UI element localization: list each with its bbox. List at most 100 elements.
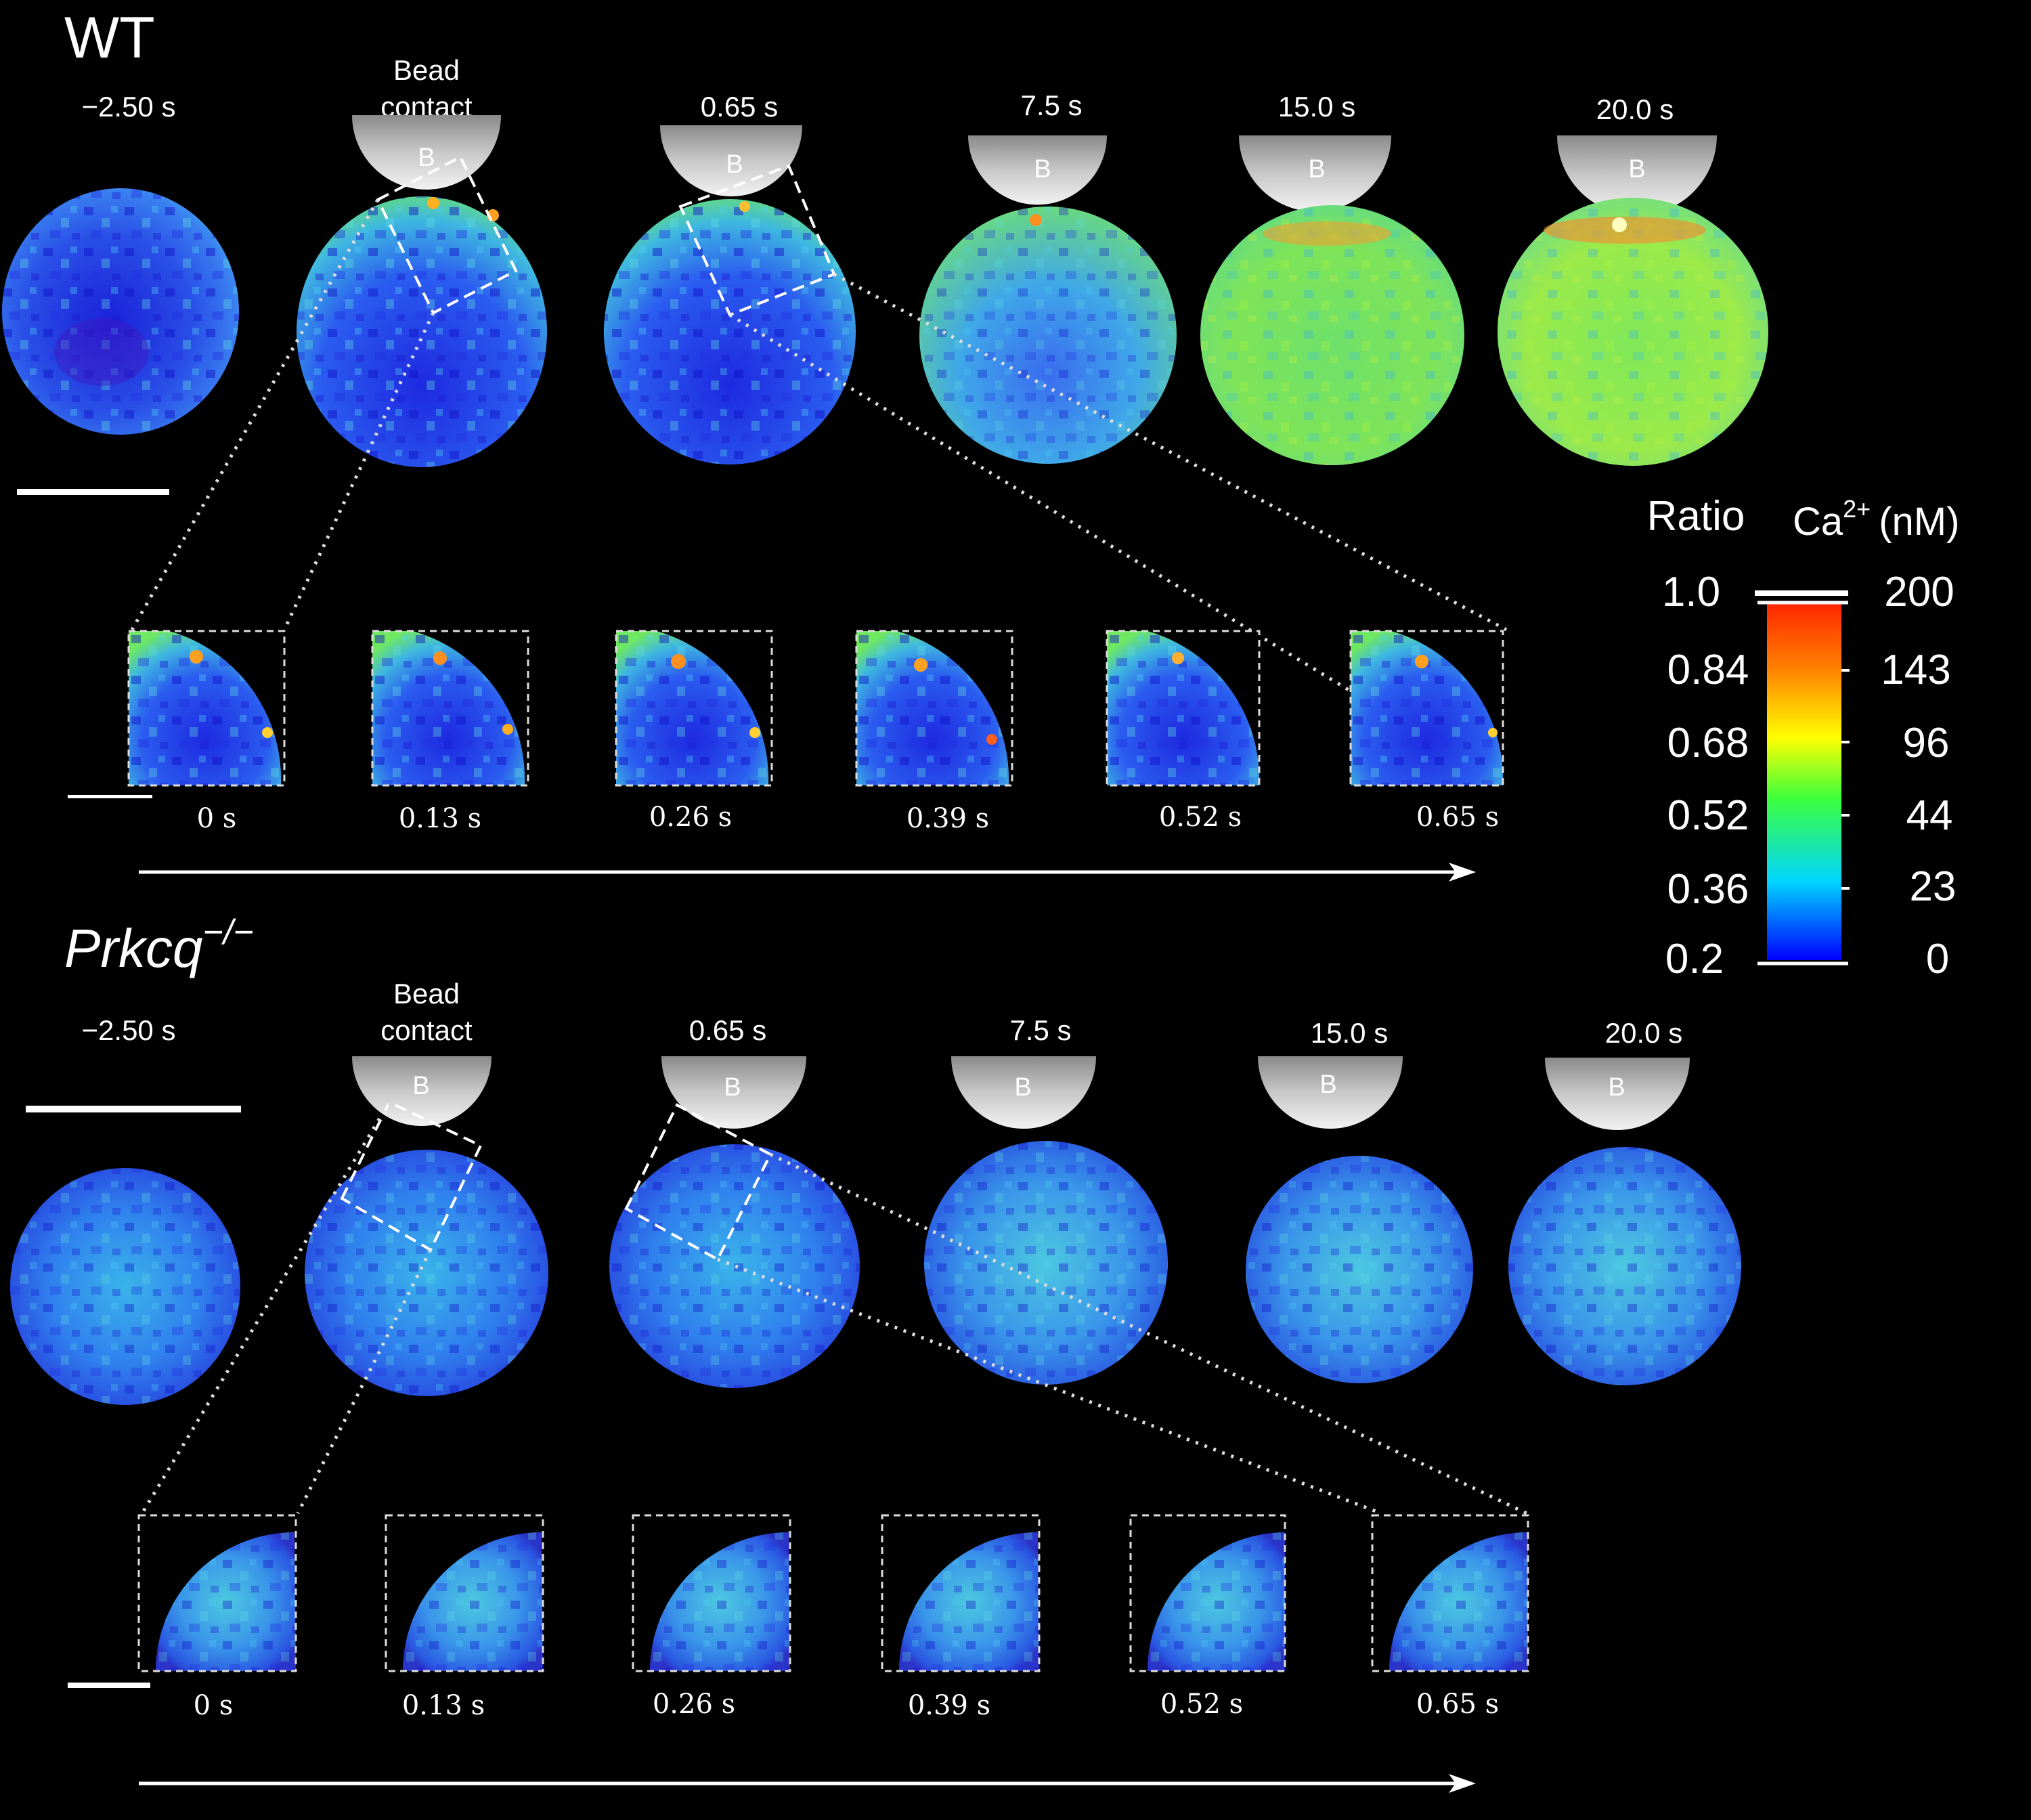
colorbar-legend: Ratio Ca2+ (nM) 1.0 0.84 0.68 0.52 0.36 0… [1647,493,1960,982]
bead: B [352,115,501,190]
zoom-tile [1371,1514,1529,1672]
ca-tick: 143 [1881,647,1950,693]
roi-box [376,155,518,315]
bead: B [352,1056,492,1126]
ratio-tick: 0.2 [1665,936,1724,982]
zoom-time-label: 0.13 s [402,1690,485,1721]
ratio-tick: 0.68 [1667,720,1749,766]
zoom-guide-line [140,1101,391,1515]
ratio-tick: 1.0 [1662,569,1720,615]
zoom-time-label: 0.65 s [1416,1689,1499,1720]
bead-label: B [412,1072,429,1100]
zoom-tile [137,1514,297,1672]
time-label: 7.5 s [1009,1014,1071,1046]
cell-image [297,196,547,467]
cell-image [1200,205,1464,465]
zoom-time-label: 0 s [197,803,237,834]
panel-wt: WT −2.50 s Bead contact 0.65 s 7.5 s 15.… [2,5,1768,882]
time-label: 20.0 s [1596,93,1674,125]
ca-tick: 0 [1926,936,1949,982]
zoom-tile [881,1514,1041,1672]
panel-prkcq: Prkcq−/− −2.50 s Bead contact 0.65 s 7.5… [10,913,1741,1793]
zoom-time-label: 0.52 s [1160,1689,1243,1720]
time-label: Bead [393,978,460,1010]
cell-image [305,1150,548,1396]
zoom-tile [1129,1514,1286,1672]
cell-image [2,188,239,435]
time-label: −2.50 s [82,91,176,123]
zoom-tile [632,1514,791,1672]
zoom-tile [615,630,773,787]
bead-label: B [726,150,743,179]
ratio-tick: 0.52 [1667,792,1749,839]
panel-label-wt: WT [64,5,155,70]
time-label: 15.0 s [1311,1017,1388,1049]
bead: B [951,1056,1096,1129]
time-arrow [139,863,1476,882]
zoom-time-label: 0.26 s [649,802,732,833]
bead-label: B [1034,155,1051,183]
bead-label: B [1608,1073,1625,1102]
time-label: 0.65 s [689,1014,766,1046]
ca-tick: 96 [1903,720,1950,766]
ca-tick: 200 [1884,569,1954,615]
time-label: contact [380,1014,473,1046]
zoom-tile [371,630,529,787]
roi-box [624,1103,772,1261]
cell-image [1508,1147,1741,1385]
bead: B [1258,1056,1403,1129]
zoom-tile [127,630,286,787]
bead: B [1239,135,1391,212]
time-label: Bead [393,54,460,86]
bead: B [968,135,1107,205]
bead: B [1557,135,1717,215]
zoom-guide-line [282,311,435,631]
bead-label: B [724,1073,741,1102]
scale-bar [26,1106,241,1112]
bead-label: B [1308,155,1325,183]
zoom-tile [855,630,1013,787]
zoom-time-label: 0 s [194,1690,234,1721]
ca-title: Ca2+ (nM) [1793,495,1959,544]
bead: B [660,125,802,196]
time-label: 7.5 s [1020,89,1082,121]
time-label: −2.50 s [82,1014,176,1046]
time-label: 0.65 s [701,91,778,123]
cell-image [919,207,1177,464]
zoom-guide-line [833,272,1508,632]
zoom-guide-line [296,1249,433,1515]
zoom-tile [385,1514,544,1672]
zoom-guide-line [769,1152,1528,1515]
ratio-title: Ratio [1647,493,1745,540]
zoom-scale-bar [68,1683,150,1688]
cell-image [609,1144,860,1388]
bead-label: B [418,144,435,172]
cell-image [1498,198,1768,466]
zoom-time-label: 0.39 s [907,803,989,834]
zoom-scale-bar [68,795,152,798]
zoom-time-label: 0.26 s [653,1689,735,1720]
zoom-time-label: 0.52 s [1159,802,1242,833]
cell-image [10,1168,240,1405]
zoom-tile [1349,630,1504,787]
panel-label-prkcq: Prkcq−/− [64,913,254,978]
time-arrow [139,1774,1476,1793]
scale-bar [17,489,169,495]
bead-label: B [1014,1073,1031,1102]
time-label: 15.0 s [1278,91,1355,123]
zoom-tile [1106,630,1261,787]
cell-image [1246,1156,1473,1383]
bead: B [661,1056,806,1129]
cell-image [604,199,856,464]
bead-label: B [1628,155,1645,183]
ca-tick: 23 [1910,863,1957,910]
ratio-tick: 0.84 [1667,647,1749,693]
time-label: 20.0 s [1605,1017,1682,1049]
zoom-time-label: 0.65 s [1416,802,1499,833]
colorbar [1767,601,1841,960]
ratio-tick: 0.36 [1667,866,1749,913]
zoom-time-label: 0.39 s [908,1690,990,1721]
cell-image [924,1141,1168,1385]
bead-label: B [1319,1070,1336,1099]
